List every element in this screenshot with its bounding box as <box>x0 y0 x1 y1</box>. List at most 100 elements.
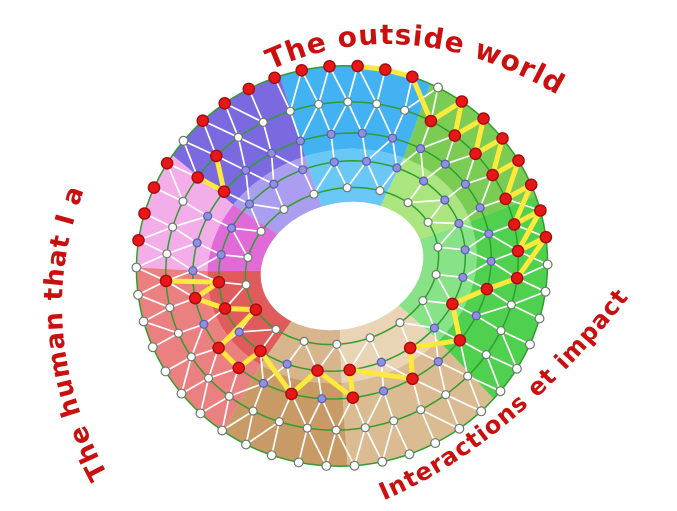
node-purple[interactable] <box>458 272 468 282</box>
node-white[interactable] <box>162 249 172 259</box>
node-purple[interactable] <box>199 319 209 329</box>
node-purple[interactable] <box>440 159 450 169</box>
node-white[interactable] <box>241 439 252 450</box>
node-white[interactable] <box>309 189 319 199</box>
node-white[interactable] <box>131 262 142 273</box>
red-node[interactable] <box>196 114 210 127</box>
node-white[interactable] <box>274 417 284 427</box>
node-white[interactable] <box>534 313 545 324</box>
red-node[interactable] <box>539 230 553 244</box>
node-purple[interactable] <box>266 148 277 158</box>
red-node[interactable] <box>351 59 364 73</box>
node-white[interactable] <box>441 390 451 400</box>
node-white[interactable] <box>542 259 553 270</box>
node-white[interactable] <box>178 196 188 206</box>
node-purple[interactable] <box>192 238 202 248</box>
node-white[interactable] <box>233 132 243 142</box>
node-white[interactable] <box>372 99 382 109</box>
node-white[interactable] <box>224 391 234 401</box>
node-purple[interactable] <box>357 128 367 138</box>
red-node[interactable] <box>323 60 336 73</box>
node-purple[interactable] <box>392 163 402 173</box>
node-purple[interactable] <box>244 199 255 209</box>
node-white[interactable] <box>400 105 410 115</box>
red-node[interactable] <box>188 291 202 305</box>
node-purple[interactable] <box>282 359 292 369</box>
red-node[interactable] <box>295 64 309 77</box>
node-purple[interactable] <box>484 229 494 239</box>
red-node[interactable] <box>534 204 547 217</box>
node-purple[interactable] <box>361 156 372 166</box>
node-white[interactable] <box>349 460 360 471</box>
node-white[interactable] <box>258 117 268 127</box>
node-white[interactable] <box>511 363 522 374</box>
node-white[interactable] <box>418 296 428 306</box>
node-white[interactable] <box>279 204 289 214</box>
node-white[interactable] <box>203 373 214 383</box>
node-white[interactable] <box>173 328 183 338</box>
red-node[interactable] <box>343 363 357 377</box>
red-node[interactable] <box>191 171 204 184</box>
node-white[interactable] <box>365 333 375 343</box>
red-node[interactable] <box>480 282 494 296</box>
node-white[interactable] <box>285 106 295 116</box>
red-node[interactable] <box>486 168 499 182</box>
red-node[interactable] <box>212 275 226 289</box>
node-white[interactable] <box>332 339 342 349</box>
node-white[interactable] <box>342 183 352 193</box>
node-white[interactable] <box>293 457 304 468</box>
red-node[interactable] <box>477 112 490 125</box>
node-white[interactable] <box>433 82 444 93</box>
node-white[interactable] <box>331 425 341 435</box>
node-purple[interactable] <box>440 195 450 205</box>
node-white[interactable] <box>463 371 473 381</box>
node-white[interactable] <box>266 450 277 461</box>
node-purple[interactable] <box>387 133 398 143</box>
node-purple[interactable] <box>460 245 470 255</box>
node-purple[interactable] <box>429 323 440 333</box>
node-white[interactable] <box>524 339 535 350</box>
node-purple[interactable] <box>460 179 470 189</box>
node-white[interactable] <box>299 336 309 346</box>
node-white[interactable] <box>389 416 399 426</box>
node-purple[interactable] <box>295 136 305 146</box>
red-node[interactable] <box>254 344 267 358</box>
node-white[interactable] <box>395 318 405 328</box>
node-white[interactable] <box>495 386 506 397</box>
node-white[interactable] <box>314 99 324 109</box>
node-white[interactable] <box>476 406 487 417</box>
node-white[interactable] <box>360 423 370 433</box>
red-node[interactable] <box>249 303 263 317</box>
node-purple[interactable] <box>258 378 268 388</box>
node-purple[interactable] <box>298 165 308 175</box>
red-node[interactable] <box>448 129 462 142</box>
red-node[interactable] <box>242 82 256 96</box>
node-purple[interactable] <box>269 179 279 189</box>
node-white[interactable] <box>165 303 175 313</box>
red-node[interactable] <box>446 297 459 311</box>
red-node[interactable] <box>496 132 509 145</box>
red-node[interactable] <box>212 341 225 355</box>
node-white[interactable] <box>186 352 196 362</box>
node-white[interactable] <box>160 366 171 377</box>
red-node[interactable] <box>507 218 521 231</box>
red-node[interactable] <box>285 387 298 401</box>
red-node[interactable] <box>268 71 281 85</box>
node-purple[interactable] <box>326 129 336 139</box>
red-node[interactable] <box>159 274 173 288</box>
red-node[interactable] <box>511 244 525 258</box>
node-white[interactable] <box>431 269 441 280</box>
red-node[interactable] <box>512 154 525 167</box>
red-node[interactable] <box>217 185 231 198</box>
node-white[interactable] <box>302 423 312 433</box>
red-node[interactable] <box>346 391 360 405</box>
node-white[interactable] <box>138 316 149 327</box>
red-node[interactable] <box>147 181 161 194</box>
red-node[interactable] <box>405 70 419 84</box>
node-white[interactable] <box>403 198 413 208</box>
node-purple[interactable] <box>241 165 251 175</box>
node-purple[interactable] <box>234 327 244 337</box>
node-purple[interactable] <box>416 144 426 154</box>
node-white[interactable] <box>178 135 189 146</box>
node-white[interactable] <box>271 324 281 334</box>
